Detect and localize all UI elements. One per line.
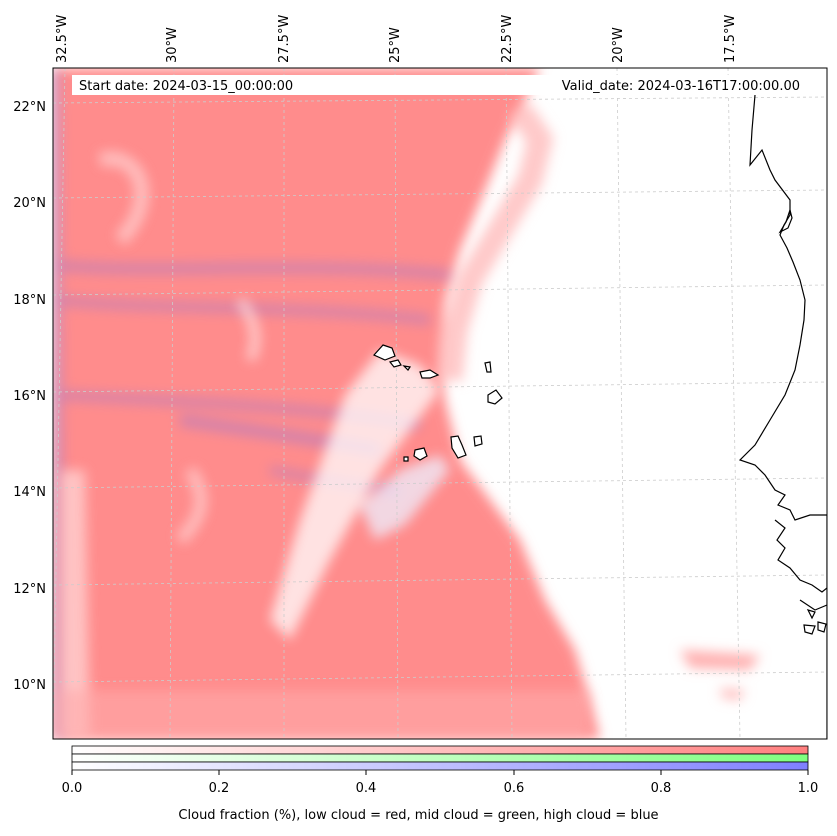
colorbar-tick-label: 0.0 — [62, 781, 83, 796]
colorbar-tick-label: 0.8 — [651, 781, 672, 796]
lon-tick-label: 20°W — [611, 27, 626, 63]
colorbar-tick-label: 0.4 — [356, 781, 377, 796]
lon-tick-label: 17.5°W — [723, 15, 738, 63]
longitude-tick-labels: 32.5°W 30°W 27.5°W 25°W 22.5°W 20°W 17.5… — [55, 15, 738, 63]
lon-tick-label: 30°W — [165, 27, 180, 63]
lon-tick-label: 25°W — [388, 27, 403, 63]
colorbar: 0.0 0.2 0.4 0.6 0.8 1.0 — [62, 745, 819, 796]
lat-tick-label: 10°N — [13, 678, 46, 693]
valid-date-label: Valid_date: 2024-03-16T17:00:00.00 — [562, 79, 800, 94]
lat-tick-label: 18°N — [13, 293, 46, 308]
colorbar-tick-label: 0.2 — [209, 781, 230, 796]
coastline — [373, 94, 827, 739]
graticule — [53, 68, 827, 739]
latitude-tick-labels: 22°N 20°N 18°N 16°N 14°N 12°N 10°N — [13, 100, 46, 693]
lat-tick-label: 14°N — [13, 485, 46, 500]
colorbar-high — [71, 761, 809, 771]
lon-tick-label: 32.5°W — [55, 15, 70, 63]
lat-tick-label: 16°N — [13, 389, 46, 404]
lat-tick-label: 20°N — [13, 196, 46, 211]
colorbar-low — [71, 745, 809, 755]
start-date-label: Start date: 2024-03-15_00:00:00 — [79, 79, 293, 94]
header-box — [72, 75, 808, 95]
colorbar-mid — [71, 753, 809, 763]
lat-tick-label: 12°N — [13, 582, 46, 597]
low-cloud-field — [53, 68, 760, 739]
colorbar-caption: Cloud fraction (%), low cloud = red, mid… — [178, 808, 659, 823]
colorbar-tick-label: 0.6 — [504, 781, 525, 796]
colorbar-tick-label: 1.0 — [798, 781, 819, 796]
lat-tick-label: 22°N — [13, 100, 46, 115]
lon-tick-label: 22.5°W — [500, 15, 515, 63]
lon-tick-label: 27.5°W — [277, 15, 292, 63]
clear-streaks — [53, 151, 590, 739]
